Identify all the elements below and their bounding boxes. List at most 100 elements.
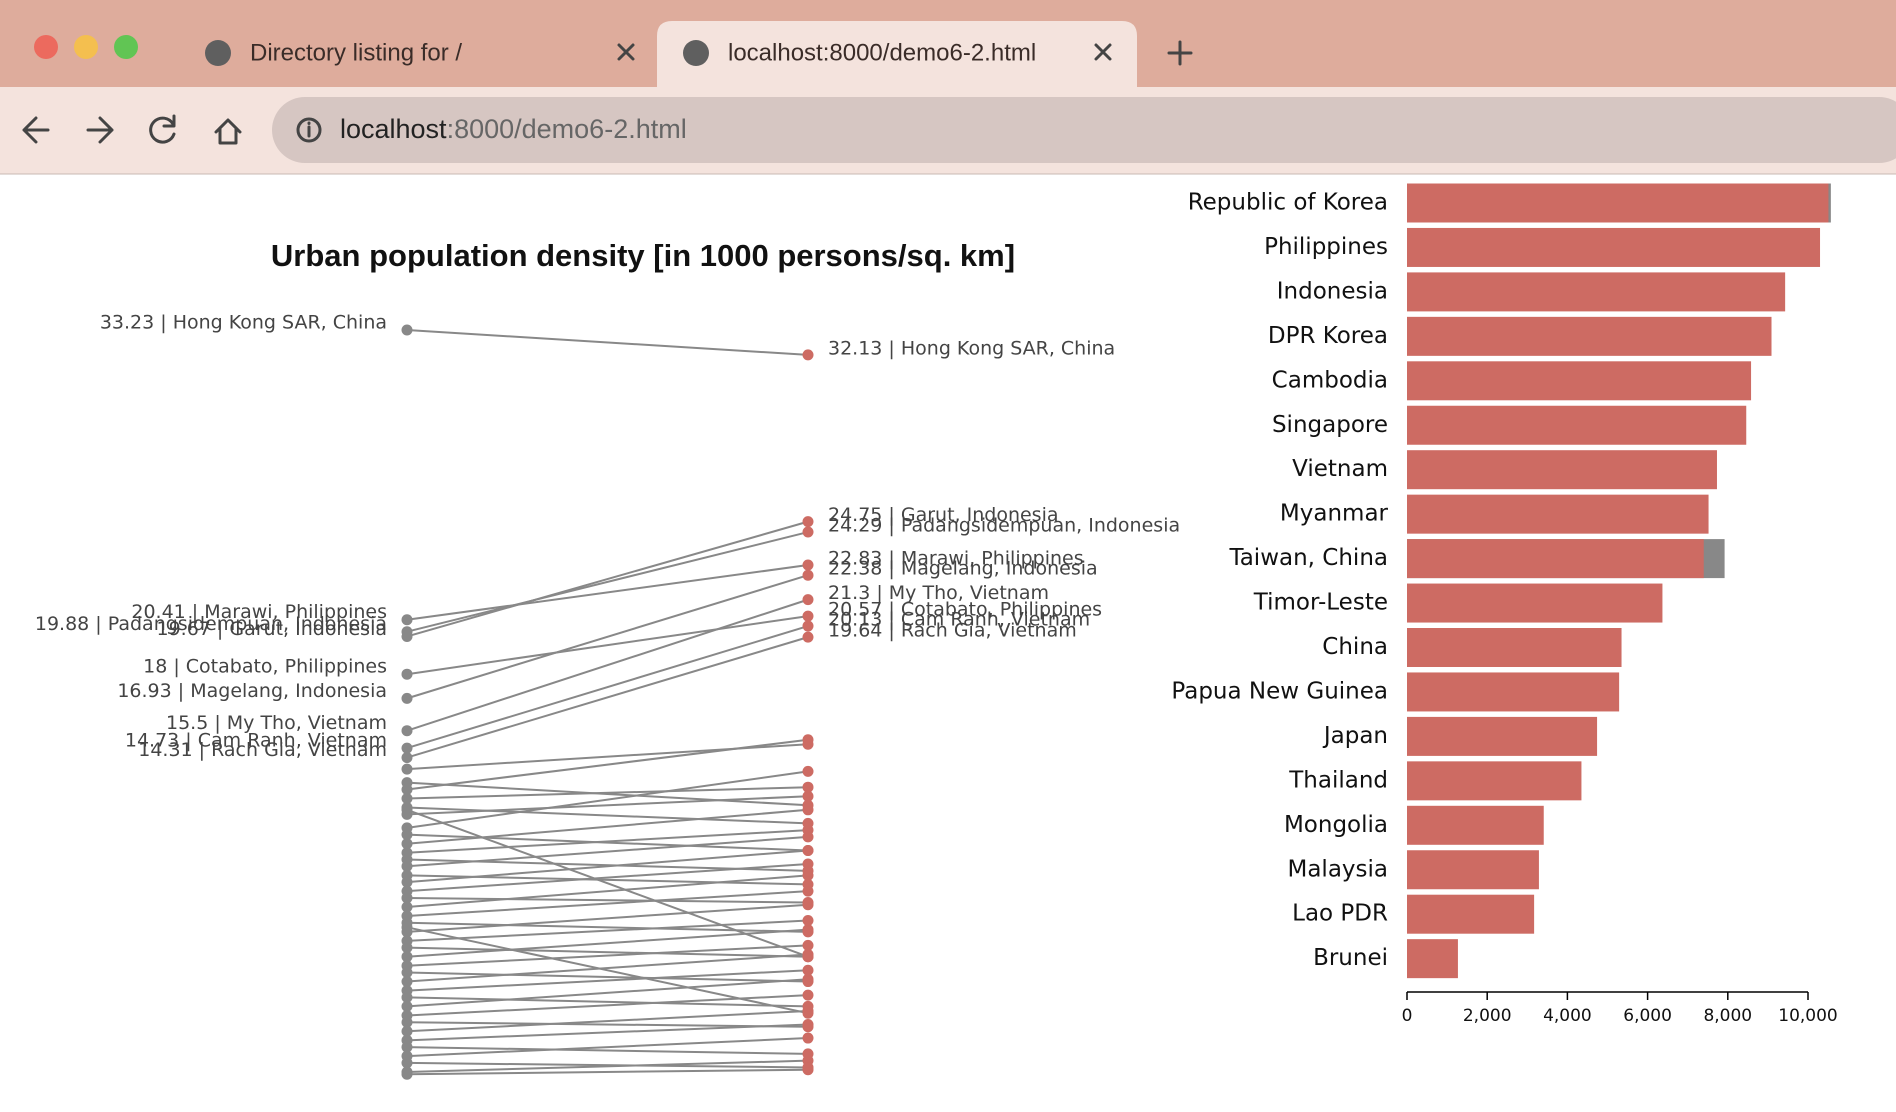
zoom-window[interactable] bbox=[114, 35, 138, 59]
new-tab[interactable] bbox=[1167, 40, 1193, 66]
slope-line bbox=[406, 971, 809, 983]
slope-line bbox=[406, 978, 809, 1008]
bar bbox=[1407, 272, 1786, 312]
left-point bbox=[401, 752, 413, 764]
right-point bbox=[802, 781, 814, 793]
tab-close[interactable] bbox=[1094, 43, 1112, 61]
right-point bbox=[802, 844, 814, 856]
site-info[interactable] bbox=[296, 117, 322, 143]
bar bbox=[1407, 761, 1582, 801]
left-label: 15.5 | My Tho, Vietnam bbox=[166, 712, 387, 734]
right-point bbox=[802, 926, 814, 938]
right-point bbox=[802, 976, 814, 988]
right-point bbox=[802, 817, 814, 829]
right-point bbox=[802, 790, 814, 802]
right-point bbox=[802, 865, 814, 877]
forward-button[interactable] bbox=[86, 116, 114, 144]
right-point bbox=[802, 610, 814, 622]
url-host: localhost bbox=[340, 114, 447, 144]
slope-line bbox=[406, 786, 809, 800]
slope-line bbox=[406, 1023, 809, 1042]
left-point bbox=[401, 960, 413, 972]
right-label: 22.38 | Magelang, Indonesia bbox=[828, 558, 1098, 580]
bar bbox=[1407, 583, 1663, 623]
active-tab[interactable] bbox=[657, 21, 1137, 87]
left-point bbox=[401, 725, 413, 737]
slope-line bbox=[406, 903, 809, 933]
category-label: Malaysia bbox=[1287, 856, 1388, 882]
right-point bbox=[802, 516, 814, 528]
left-point bbox=[401, 847, 413, 859]
home-button[interactable] bbox=[214, 118, 242, 145]
category-label: Republic of Korea bbox=[1188, 190, 1388, 216]
slope-line bbox=[406, 806, 809, 825]
left-label: 19.88 | Padangsidempuan, Indonesia bbox=[35, 613, 387, 635]
slope-chart: Urban population density [in 1000 person… bbox=[35, 238, 1180, 1080]
category-label: Timor-Leste bbox=[1253, 590, 1388, 616]
slope-line bbox=[406, 953, 809, 983]
reload-button[interactable] bbox=[149, 114, 176, 144]
left-point bbox=[401, 910, 413, 922]
left-point bbox=[401, 901, 413, 913]
left-point bbox=[401, 692, 413, 704]
x-tick-label: 10,000 bbox=[1778, 1006, 1837, 1026]
right-point bbox=[802, 738, 814, 750]
category-label: Lao PDR bbox=[1292, 901, 1388, 927]
right-point bbox=[802, 349, 814, 361]
address-bar[interactable] bbox=[272, 97, 1896, 163]
left-point bbox=[401, 951, 413, 963]
bar bbox=[1407, 539, 1704, 579]
tab[interactable]: Directory listing for / bbox=[205, 39, 635, 66]
bar bbox=[1407, 716, 1598, 756]
bar bbox=[1407, 672, 1620, 712]
right-label: 20.13 | Cam Ranh, Vietnam bbox=[828, 609, 1090, 631]
left-point bbox=[401, 926, 413, 938]
x-tick-label: 2,000 bbox=[1463, 1006, 1512, 1026]
right-label: 21.3 | My Tho, Vietnam bbox=[828, 582, 1049, 604]
slope-line bbox=[406, 833, 809, 852]
right-label: 24.29 | Padangsidempuan, Indonesia bbox=[828, 515, 1180, 537]
slope-line bbox=[406, 636, 809, 759]
right-point bbox=[802, 939, 814, 951]
slope-line bbox=[406, 574, 809, 700]
slope-line bbox=[406, 808, 809, 958]
slope-line bbox=[406, 795, 809, 816]
tab-title: Directory listing for / bbox=[250, 39, 462, 66]
tab-close[interactable] bbox=[617, 43, 635, 61]
slope-line bbox=[406, 329, 809, 356]
right-label: 19.64 | Rach Gia, Vietnam bbox=[828, 620, 1077, 642]
right-point bbox=[802, 989, 814, 1001]
bar bbox=[1407, 628, 1622, 667]
right-label: 24.75 | Garut, Indonesia bbox=[828, 504, 1059, 526]
bar bbox=[1407, 316, 1772, 356]
slope-line bbox=[406, 921, 809, 933]
right-point bbox=[802, 1061, 814, 1073]
slope-line bbox=[406, 890, 809, 918]
right-label: 32.13 | Hong Kong SAR, China bbox=[828, 337, 1115, 359]
back-button[interactable] bbox=[22, 116, 50, 144]
category-label: China bbox=[1322, 634, 1388, 660]
left-point bbox=[401, 822, 413, 834]
slope-line bbox=[406, 781, 809, 807]
slope-line bbox=[406, 1059, 809, 1073]
tab[interactable]: localhost:8000/demo6-2.html bbox=[683, 39, 1112, 66]
left-point bbox=[401, 626, 413, 638]
slope-line bbox=[406, 996, 809, 1008]
slope-line bbox=[406, 919, 809, 942]
slope-line bbox=[406, 829, 809, 854]
left-point bbox=[401, 1050, 413, 1062]
slope-line bbox=[406, 874, 809, 908]
tab-icon bbox=[205, 40, 231, 66]
x-tick-label: 6,000 bbox=[1623, 1006, 1672, 1026]
bar bbox=[1407, 183, 1829, 223]
close-window[interactable] bbox=[34, 35, 58, 59]
right-point bbox=[802, 594, 814, 606]
bar-chart: Republic of Korea Philippines Indonesia DPR… bbox=[1171, 183, 1838, 1026]
url-rest: :8000/demo6-2.html bbox=[447, 114, 687, 144]
slope-line bbox=[406, 874, 809, 886]
bar bbox=[1407, 494, 1709, 534]
chart-title: Urban population density [in 1000 person… bbox=[271, 238, 1015, 273]
minimize-window[interactable] bbox=[74, 35, 98, 59]
